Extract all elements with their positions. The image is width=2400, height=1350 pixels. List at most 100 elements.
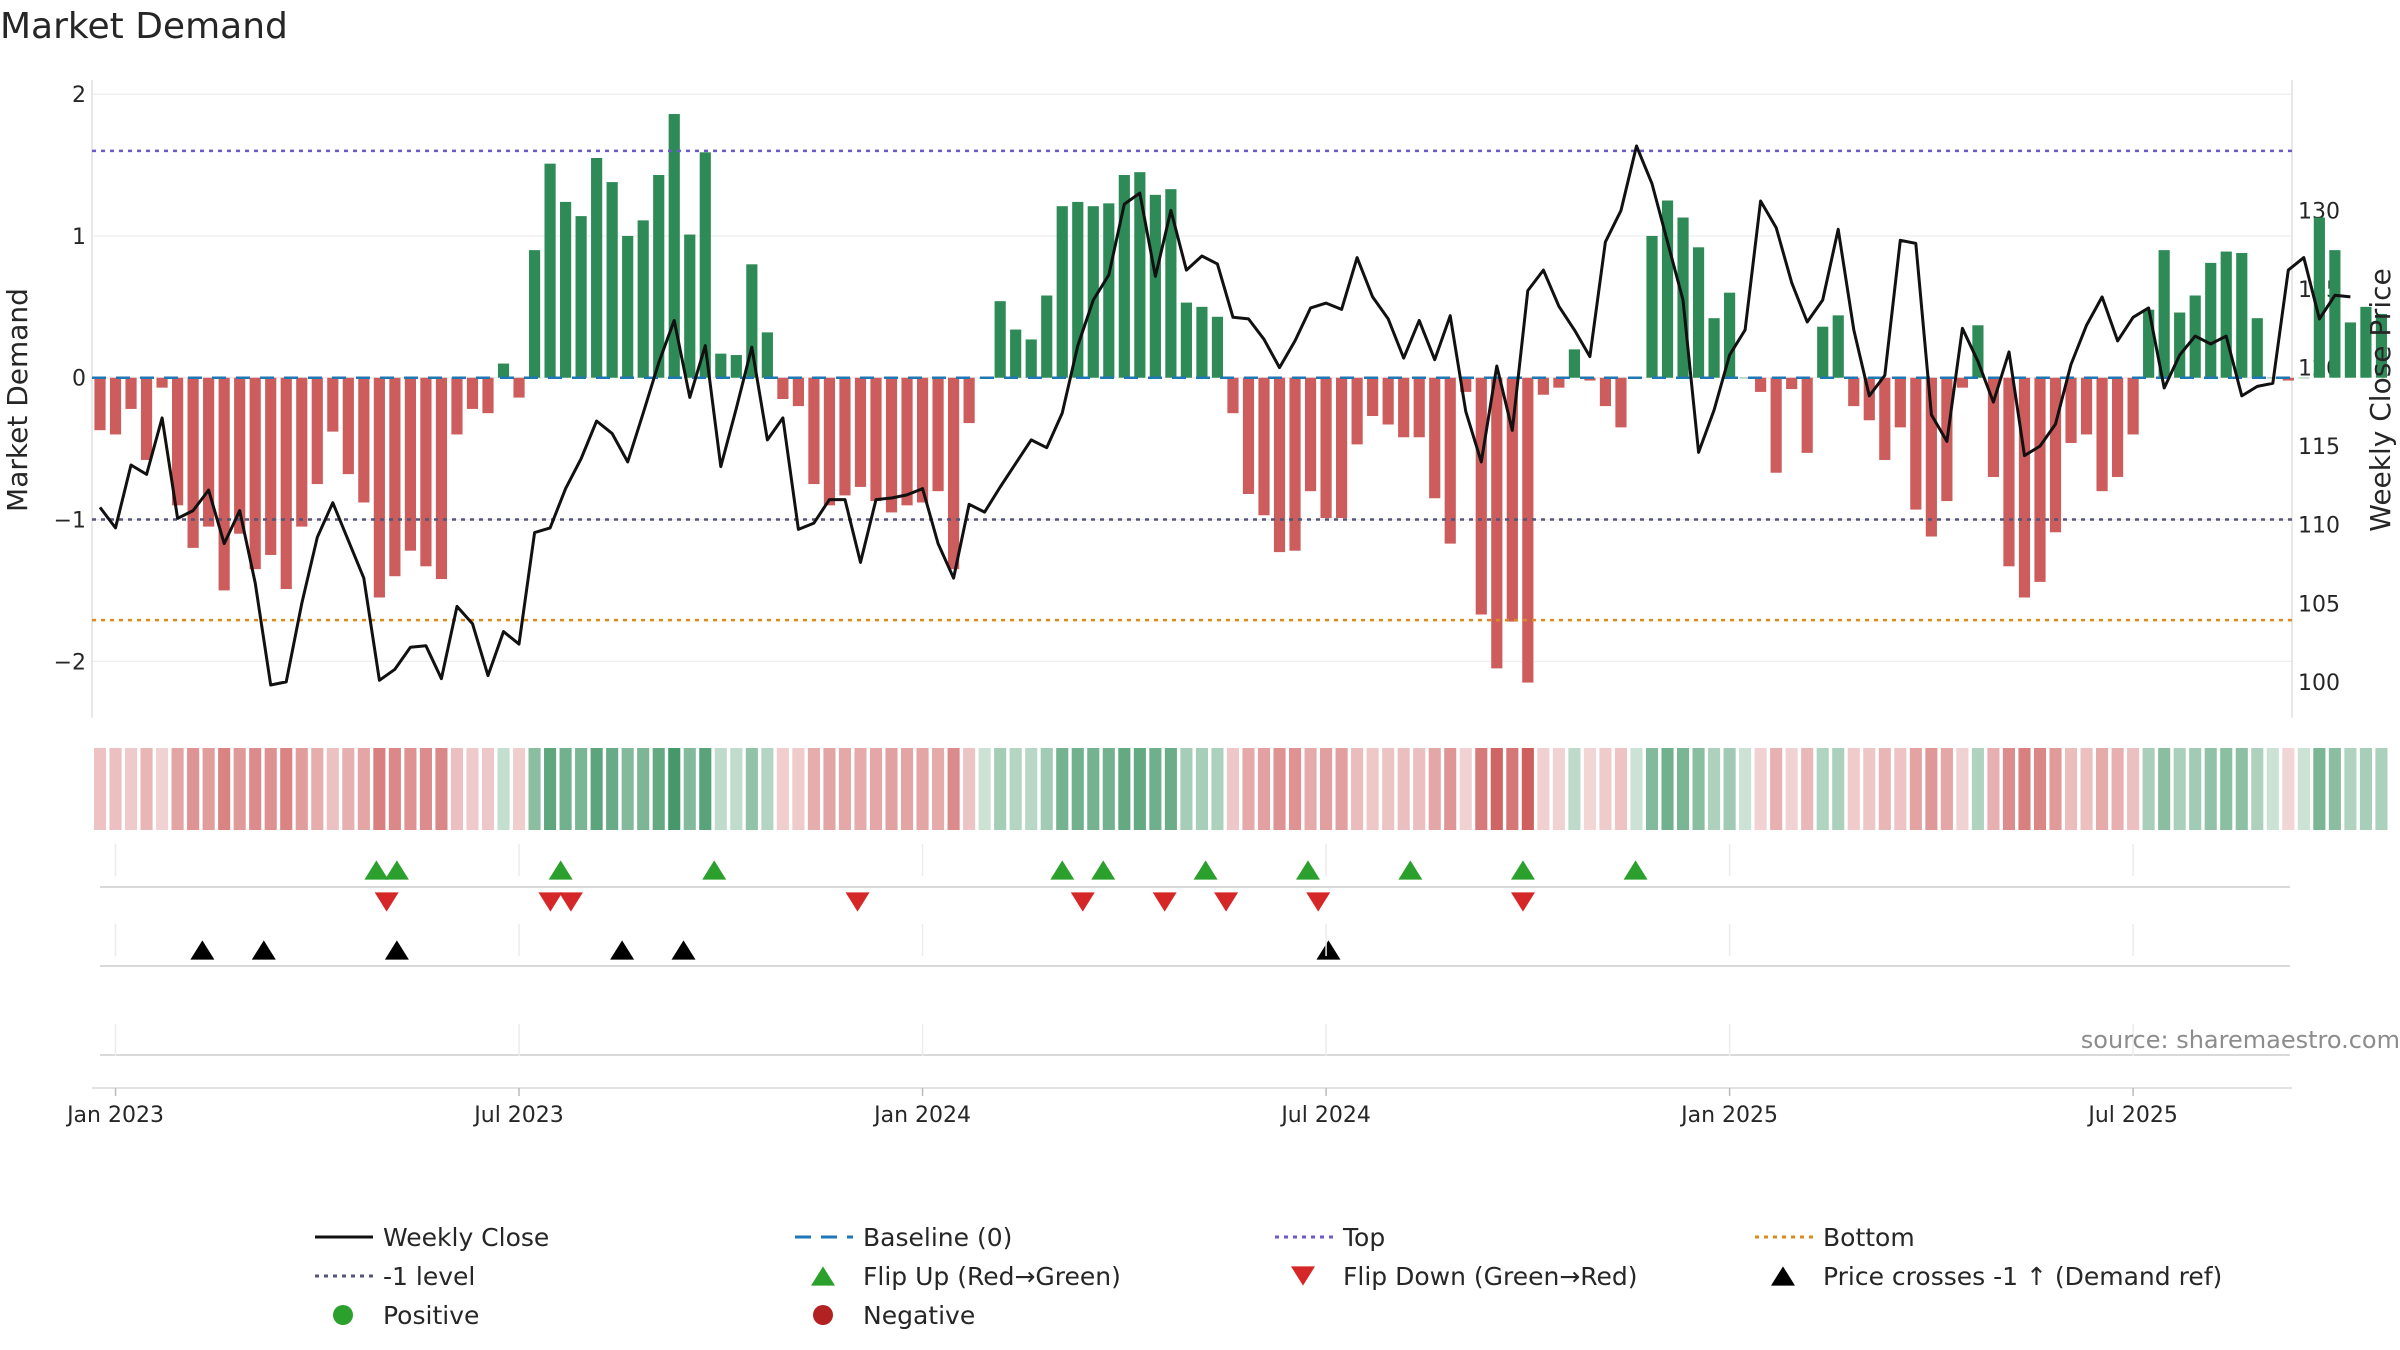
heat-cell: [1568, 748, 1581, 830]
heat-cell: [2344, 748, 2357, 830]
demand-bar: [404, 377, 416, 551]
heat-cell: [1506, 748, 1519, 830]
demand-bar: [575, 216, 587, 378]
heat-cell: [1118, 748, 1131, 830]
heat-cell: [1971, 748, 1984, 830]
heat-cell: [2033, 748, 2047, 830]
heat-cell: [1382, 748, 1395, 830]
chart-title: Market Demand: [0, 6, 288, 47]
heat-cell: [1552, 748, 1565, 830]
y-tick-label: −1: [54, 509, 86, 534]
event-marker-rows: [100, 860, 2290, 1056]
x-tick-label: Jul 2025: [2086, 1103, 2178, 1128]
demand-bar: [1289, 377, 1301, 551]
heat-cell: [311, 748, 324, 830]
x-tick-label: Jan 2024: [872, 1103, 971, 1128]
heat-cell: [1475, 748, 1488, 830]
heat-cell: [994, 748, 1007, 830]
price-cross-marker: [190, 940, 215, 960]
heat-cell: [916, 748, 929, 830]
flip-down-marker: [374, 892, 399, 912]
demand-bar: [684, 234, 696, 378]
heat-cell: [1956, 748, 1969, 830]
heat-cell: [1025, 748, 1038, 830]
legend-label: Flip Up (Red→Green): [863, 1262, 1121, 1291]
heat-cell: [823, 748, 836, 830]
heat-cell: [326, 748, 339, 830]
heat-cell: [1226, 748, 1240, 830]
heat-cell: [357, 748, 370, 830]
legend-item: Positive: [333, 1301, 479, 1330]
x-axis: Jan 2023 Jul 2023 Jan 2024 Jul 2024 Jan 2025…: [65, 844, 2292, 1128]
heat-cell: [1645, 748, 1659, 830]
demand-bar: [1025, 339, 1037, 378]
y2-tick-label: 105: [2298, 592, 2340, 617]
demand-bar: [730, 355, 742, 378]
heat-cell: [187, 748, 200, 830]
heat-cell: [2049, 748, 2062, 830]
flip-up-marker: [1295, 860, 1320, 880]
heat-cell: [730, 748, 743, 830]
demand-bar: [358, 377, 370, 503]
demand-bar: [2112, 377, 2124, 477]
heat-cell: [1785, 748, 1798, 830]
heat-cell: [1273, 748, 1286, 830]
demand-bar: [606, 182, 618, 378]
heat-cell: [2297, 748, 2310, 830]
heat-cell: [761, 748, 774, 830]
demand-bar: [761, 332, 773, 378]
heat-cell: [2189, 748, 2202, 830]
flip-down-marker: [1510, 892, 1535, 912]
demand-bar: [2313, 217, 2325, 378]
heat-cell: [1878, 748, 1891, 830]
flip-up-marker: [548, 860, 573, 880]
legend-item: Weekly Close: [315, 1223, 549, 1252]
demand-bar: [342, 377, 354, 475]
heat-cell: [606, 748, 619, 830]
demand-bar: [544, 163, 556, 378]
heat-cell: [1583, 748, 1596, 830]
demand-bar: [109, 377, 122, 435]
demand-bar: [1801, 377, 1813, 453]
demand-bar: [2251, 318, 2263, 378]
flip-up-marker: [1193, 860, 1218, 880]
heat-cell: [932, 748, 945, 830]
y-axis-title: Market Demand: [1, 288, 34, 512]
heat-cell: [1739, 748, 1752, 830]
price-cross-marker: [671, 940, 696, 960]
demand-bar: [1304, 377, 1317, 492]
demand-bar: [1227, 377, 1239, 414]
demand-bar: [311, 377, 323, 485]
heat-cell: [1397, 748, 1410, 830]
demand-bar: [1739, 377, 1751, 379]
flip-down-marker: [1306, 892, 1331, 912]
demand-bar: [1336, 377, 1348, 519]
heat-cell: [854, 748, 867, 830]
flip-up-marker: [1510, 860, 1535, 880]
demand-bar: [1848, 377, 1860, 407]
heat-cell: [1537, 748, 1550, 830]
demand-bar: [1755, 377, 1767, 392]
heat-cell: [124, 748, 138, 830]
demand-bar: [746, 264, 758, 378]
legend-label: Price crosses -1 ↑ (Demand ref): [1823, 1262, 2222, 1291]
demand-bar: [1708, 318, 1720, 378]
price-cross-marker: [1316, 940, 1341, 960]
heat-cell: [699, 748, 712, 830]
heat-cell: [1832, 748, 1845, 830]
demand-bar: [622, 235, 634, 378]
heat-cell: [2158, 748, 2171, 830]
heat-cell: [963, 748, 976, 830]
demand-bar: [1087, 206, 1099, 378]
demand-bar: [2236, 252, 2248, 378]
demand-bar: [1475, 377, 1487, 615]
demand-bar: [1165, 189, 1177, 378]
demand-bar: [1832, 315, 1844, 378]
heat-cell: [1599, 748, 1612, 830]
demand-bar: [1863, 377, 1875, 421]
heat-cell: [745, 748, 758, 830]
heat-cell: [621, 748, 634, 830]
price-cross-marker: [610, 940, 635, 960]
heat-cell: [2080, 748, 2093, 830]
